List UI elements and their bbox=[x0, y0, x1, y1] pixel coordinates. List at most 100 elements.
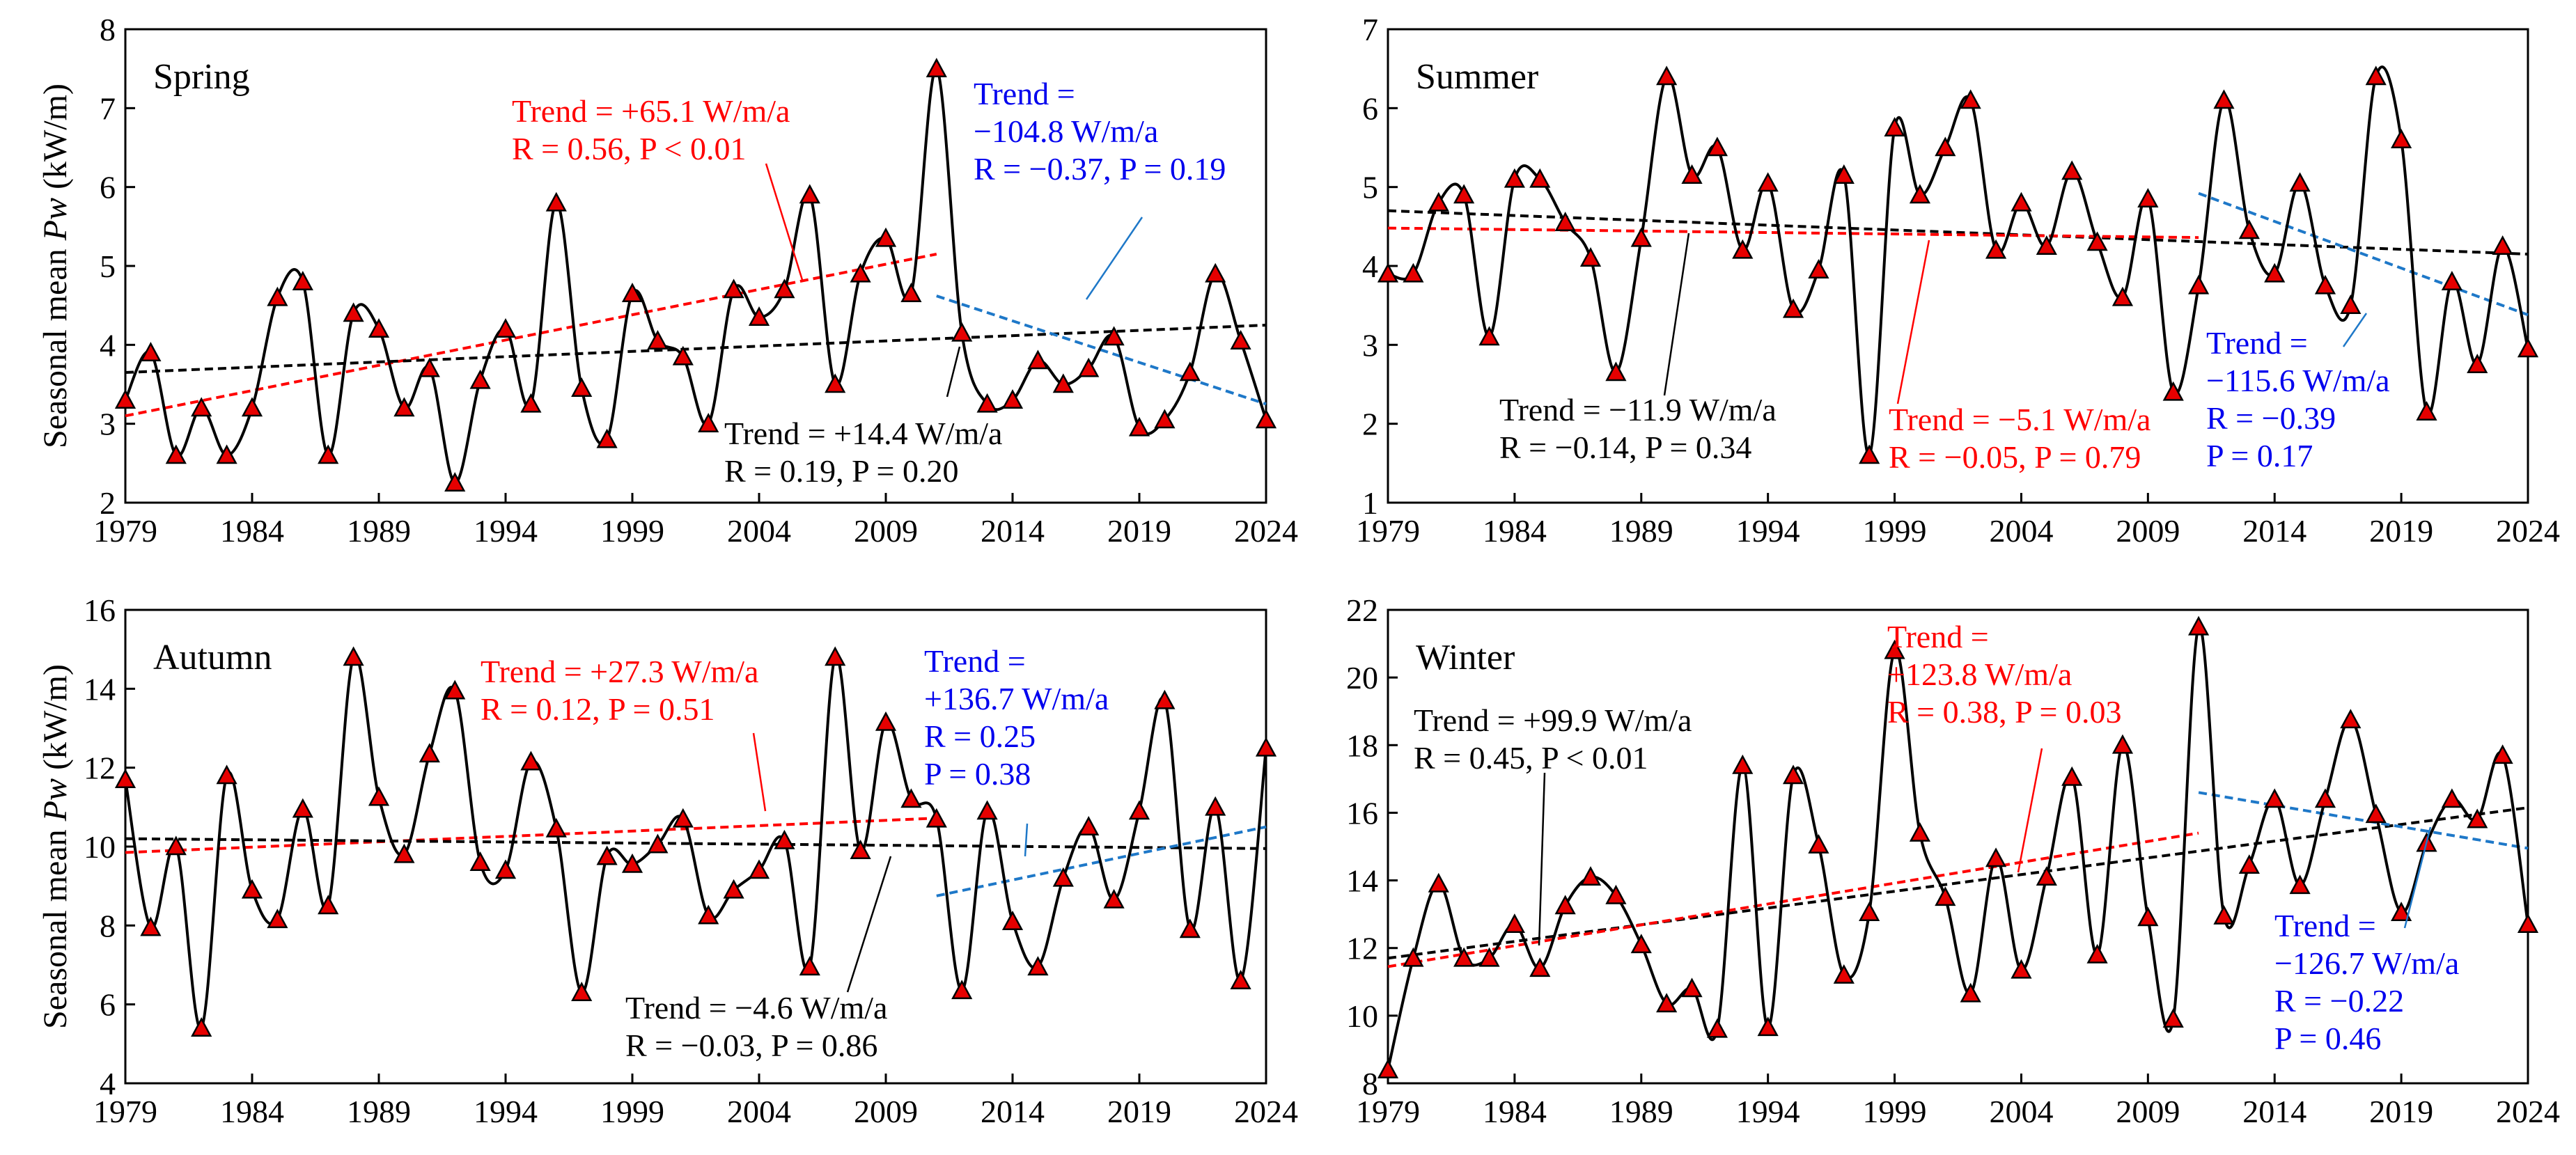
y-tick-label: 1 bbox=[1362, 485, 1378, 521]
data-point-marker bbox=[1103, 326, 1125, 346]
x-tick-label: 2014 bbox=[2242, 1094, 2306, 1129]
y-tick-label: 2 bbox=[1362, 407, 1378, 442]
y-tick-label: 2 bbox=[100, 485, 116, 521]
data-point-marker bbox=[2517, 913, 2539, 934]
annotation-text-line: R = 0.45, P < 0.01 bbox=[1414, 740, 1648, 776]
annotation-leader-line bbox=[1538, 772, 1546, 946]
trend-annotation-black: Trend = +99.9 W/m/aR = 0.45, P < 0.01 bbox=[1414, 702, 1692, 946]
data-point-marker bbox=[1808, 833, 1829, 854]
x-tick-label: 1984 bbox=[1483, 1094, 1547, 1129]
data-point-marker bbox=[1732, 754, 1754, 774]
data-point-marker bbox=[774, 278, 795, 299]
data-point-marker bbox=[343, 302, 364, 322]
data-point-marker bbox=[216, 444, 237, 464]
data-point-marker bbox=[1859, 902, 1880, 922]
annotation-leader-line bbox=[2017, 748, 2043, 873]
data-point-marker bbox=[216, 764, 237, 785]
data-point-marker bbox=[571, 982, 593, 1001]
data-point-marker bbox=[165, 444, 187, 464]
data-point-marker bbox=[799, 184, 820, 204]
annotation-text-line: Trend = bbox=[2274, 908, 2376, 943]
data-point-marker bbox=[1681, 164, 1703, 184]
annotation-text-line: R = 0.12, P = 0.51 bbox=[481, 691, 715, 727]
annotation-leader-line bbox=[2403, 826, 2432, 929]
annotation-leader-line bbox=[1896, 239, 1930, 404]
data-point-marker bbox=[292, 271, 313, 290]
x-tick-label: 1994 bbox=[1736, 513, 1800, 549]
panel-autumn: 4 6 8 10 12 14 16 1979 1984 1989 1994 1999 2004 2009 2… bbox=[84, 592, 1298, 1129]
annotation-text-line: R = −0.22 bbox=[2274, 983, 2404, 1019]
trend-annotation-red: Trend = +27.3 W/m/aR = 0.12, P = 0.51 bbox=[481, 654, 767, 812]
y-tick-label: 12 bbox=[84, 751, 116, 786]
annotation-leader-line bbox=[1663, 233, 1690, 396]
x-tick-label: 2019 bbox=[1107, 1094, 1171, 1129]
data-point-marker bbox=[1027, 956, 1049, 976]
data-point-marker bbox=[1128, 800, 1150, 820]
plot-frame bbox=[1387, 608, 2529, 1085]
data-point-marker bbox=[267, 909, 288, 929]
data-point-marker bbox=[343, 646, 364, 666]
y-tick-label: 3 bbox=[1362, 327, 1378, 363]
annotation-text-line: Trend = −11.9 W/m/a bbox=[1499, 392, 1777, 427]
x-tick-label: 2014 bbox=[2242, 513, 2306, 549]
trend-annotation-black: Trend = +14.4 W/m/aR = 0.19, P = 0.20 bbox=[724, 346, 1002, 489]
y-tick-label: 4 bbox=[1362, 249, 1378, 284]
data-point-marker bbox=[318, 895, 339, 915]
data-point-marker bbox=[1230, 330, 1251, 349]
data-point-marker bbox=[2213, 904, 2235, 925]
data-point-marker bbox=[1428, 872, 1449, 893]
data-point-marker bbox=[2061, 766, 2083, 786]
annotation-text-line: −115.6 W/m/a bbox=[2206, 363, 2390, 398]
trend-line-red bbox=[125, 817, 937, 854]
x-tick-label: 2014 bbox=[981, 1094, 1045, 1129]
trend-line-blue bbox=[2198, 191, 2529, 317]
annotation-leader-line bbox=[846, 856, 892, 993]
data-point-marker bbox=[1205, 796, 1226, 816]
data-point-marker bbox=[1985, 847, 2007, 867]
data-point-marker bbox=[368, 318, 390, 338]
data-point-marker bbox=[647, 330, 669, 349]
data-point-marker bbox=[2137, 188, 2159, 207]
data-point-marker bbox=[1884, 117, 1905, 136]
trend-line-red bbox=[1387, 226, 2199, 239]
data-point-marker bbox=[926, 58, 947, 77]
annotation-text-line: Trend = −4.6 W/m/a bbox=[625, 990, 887, 1026]
data-point-marker bbox=[1985, 239, 2007, 259]
data-point-marker bbox=[1154, 409, 1176, 429]
y-tick-label: 7 bbox=[100, 91, 116, 126]
data-point-marker bbox=[1757, 172, 1779, 192]
y-tick-label: 3 bbox=[100, 407, 116, 442]
annotation-leader-line bbox=[752, 732, 767, 812]
data-point-marker bbox=[774, 829, 795, 849]
y-tick-label: 6 bbox=[1362, 91, 1378, 126]
data-point-marker bbox=[2187, 615, 2210, 636]
data-point-marker bbox=[2441, 788, 2462, 808]
trend-annotation-black: Trend = −4.6 W/m/aR = −0.03, P = 0.86 bbox=[625, 856, 892, 1063]
data-point-marker bbox=[2391, 129, 2412, 148]
x-tick-label: 2019 bbox=[1107, 513, 1171, 549]
y-tick-label: 10 bbox=[1346, 998, 1378, 1034]
x-tick-label: 1984 bbox=[220, 513, 284, 549]
data-point-marker bbox=[1027, 349, 1049, 370]
data-point-marker bbox=[2314, 274, 2336, 294]
annotation-leader-line bbox=[1085, 217, 1143, 300]
data-point-marker bbox=[1103, 888, 1125, 909]
data-point-marker bbox=[1428, 191, 1449, 212]
y-tick-label: 6 bbox=[100, 170, 116, 205]
data-point-marker bbox=[2467, 808, 2488, 828]
data-point-marker bbox=[1706, 1018, 1728, 1038]
trend-annotation-blue: Trend =+136.7 W/m/aR = 0.25P = 0.38 bbox=[924, 643, 1109, 857]
data-point-marker bbox=[2264, 262, 2286, 283]
data-point-marker bbox=[241, 397, 263, 417]
data-point-marker bbox=[1403, 947, 1424, 967]
data-point-marker bbox=[799, 956, 820, 976]
x-tick-label: 1979 bbox=[1356, 513, 1420, 549]
data-point-marker bbox=[520, 393, 542, 413]
data-point-marker bbox=[1579, 247, 1602, 267]
data-point-marker bbox=[1154, 689, 1176, 709]
data-point-marker bbox=[2162, 1008, 2184, 1028]
y-tick-label: 10 bbox=[84, 829, 116, 865]
y-tick-label: 5 bbox=[1362, 170, 1378, 205]
data-point-marker bbox=[318, 444, 339, 464]
